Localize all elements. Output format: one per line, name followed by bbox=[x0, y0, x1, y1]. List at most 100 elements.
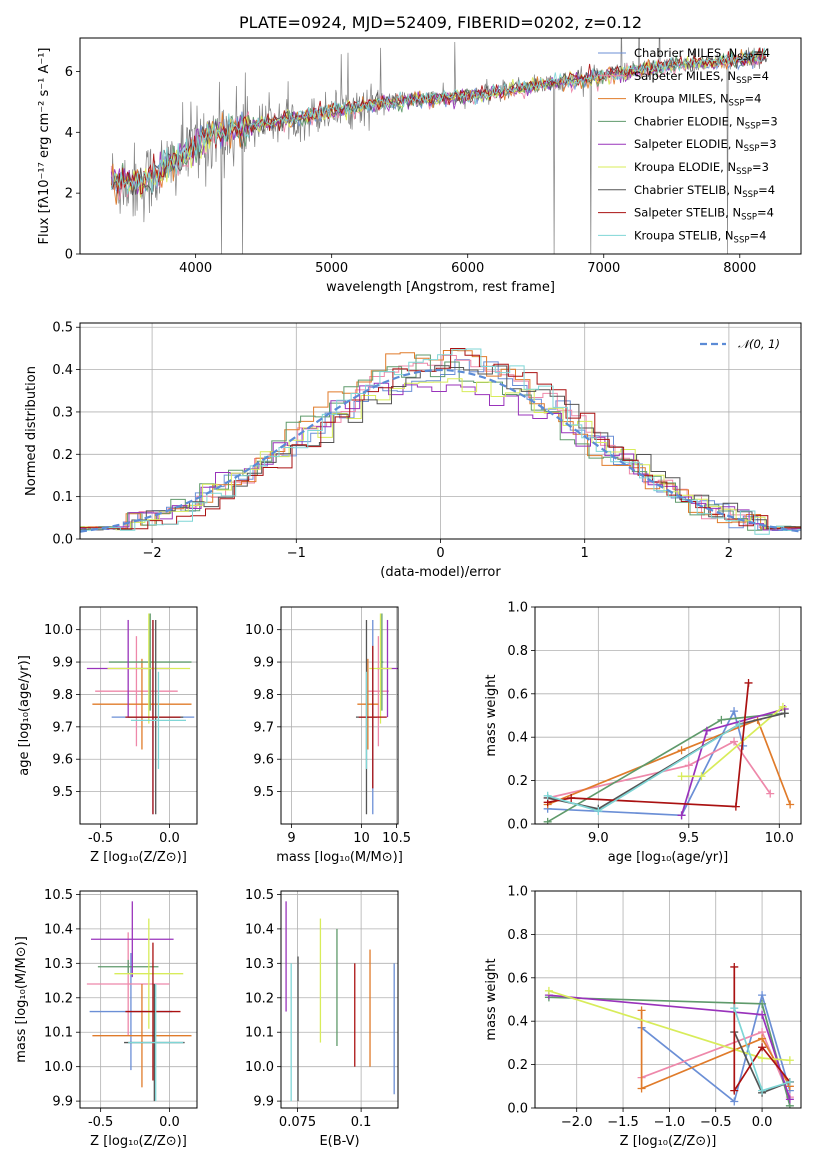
residuals-ytick-label: 0.2 bbox=[52, 448, 73, 463]
age_weight-marker-KE bbox=[697, 772, 706, 781]
z_weight-marker-KE bbox=[785, 1056, 794, 1065]
ebv_mass-xtick-label: 0.075 bbox=[279, 1115, 316, 1130]
z_mass-xlabel: Z [log₁₀(Z/Z⊙)] bbox=[90, 1134, 187, 1149]
z_age-ytick-label: 9.7 bbox=[52, 720, 73, 735]
z_mass-xtick-label: -0.5 bbox=[88, 1115, 113, 1130]
gaussian-reference-line bbox=[80, 368, 801, 533]
z_weight-ytick-label: 1.0 bbox=[507, 885, 528, 900]
spectrum-ylabel: Flux [fλ10⁻¹⁷ erg cm⁻² s⁻¹ A⁻¹] bbox=[37, 48, 52, 245]
z_weight-xtick-label: −1.0 bbox=[654, 1115, 686, 1130]
age_weight-marker-KS bbox=[543, 791, 552, 800]
ebv_mass-ytick-label: 10.5 bbox=[245, 888, 274, 903]
z_weight-marker-SS bbox=[730, 1086, 739, 1095]
spectrum-model-KS bbox=[110, 47, 767, 195]
residual-histograms bbox=[80, 348, 801, 535]
residuals-ytick-label: 0.5 bbox=[52, 321, 73, 336]
residuals-xtick-label: 0 bbox=[436, 546, 444, 561]
z_weight-axes: −2.0 −1.5 −1.0 −0.5 0.0 0.0 0.2 0.4 0.6 0.8 1.0 Z [… bbox=[484, 885, 801, 1149]
residuals-xtick-label: −2 bbox=[143, 546, 162, 561]
legend-label-SS: Salpeter STELIB, NSSP=4 bbox=[634, 206, 774, 223]
z_weight-ytick-label: 0.8 bbox=[507, 928, 528, 943]
age_weight-xtick-label: 9.0 bbox=[588, 831, 609, 846]
ebv_mass-xlabel: E(B-V) bbox=[319, 1134, 359, 1149]
z_mass-ytick-label: 10.0 bbox=[44, 1060, 73, 1075]
age_weight-marker-KE bbox=[778, 702, 787, 711]
spectrum-xtick-label: 8000 bbox=[723, 261, 756, 276]
age_weight-marker-CE bbox=[543, 817, 552, 824]
age_weight-ytick-label: 1.0 bbox=[507, 601, 528, 616]
legend-label-CM: Chabrier MILES, NSSP=4 bbox=[634, 46, 770, 63]
residuals-xlabel: (data-model)/error bbox=[380, 565, 501, 580]
age_weight-marker-KM bbox=[677, 746, 686, 755]
spectrum-ytick-label: 0 bbox=[65, 248, 73, 263]
age_weight-marker-SE bbox=[702, 726, 711, 735]
spectrum-axes: 4000 5000 6000 7000 8000 0 2 4 6 wavelength [Angs… bbox=[37, 48, 756, 296]
age_weight-line-SE bbox=[680, 708, 785, 816]
age_weight-marker-SM bbox=[684, 761, 693, 770]
residuals-xtick-label: 2 bbox=[725, 546, 733, 561]
spectrum-data bbox=[110, 38, 768, 254]
ebv_mass-ytick-label: 10.2 bbox=[245, 991, 274, 1006]
age_weight-marker-SS bbox=[567, 793, 576, 802]
age_weight-marker-SS bbox=[731, 802, 740, 811]
residuals-frame bbox=[79, 322, 802, 540]
age_weight-ytick-label: 0.2 bbox=[507, 774, 528, 789]
z_mass-ytick-label: 10.4 bbox=[44, 922, 73, 937]
residual-legend-label: 𝒩(0, 1) bbox=[738, 337, 780, 351]
z_age-ylabel: age [log₁₀(age/yr)] bbox=[17, 655, 32, 776]
z_weight-ytick-label: 0.2 bbox=[507, 1058, 528, 1073]
z_age-ytick-label: 9.5 bbox=[52, 785, 73, 800]
z_age-xtick-label: -0.5 bbox=[88, 831, 113, 846]
z_age-xtick-label: 0.0 bbox=[159, 831, 180, 846]
age_weight-xlabel: age [log₁₀(age/yr)] bbox=[608, 850, 729, 865]
z_weight-ylabel: mass weight bbox=[484, 958, 499, 1040]
z_weight-xtick-label: −2.0 bbox=[561, 1115, 593, 1130]
z_weight-marker-KE bbox=[758, 1054, 767, 1063]
z_weight-xtick-label: 0.0 bbox=[752, 1115, 773, 1130]
age_weight-line-SS bbox=[547, 682, 750, 808]
mass_age-xlabel: mass [log₁₀(M/M⊙)] bbox=[276, 850, 403, 865]
spectrum-legend: Chabrier MILES, NSSP=4 Salpeter MILES, NS… bbox=[598, 46, 778, 245]
age_weight-marker-KS bbox=[735, 720, 744, 729]
z_mass-ytick-label: 10.5 bbox=[44, 888, 73, 903]
ebv_mass-points bbox=[285, 901, 395, 1102]
ebv_mass-ytick-label: 10.4 bbox=[245, 922, 274, 937]
age_weight-marker-SE bbox=[677, 811, 686, 820]
age_weight-marker-SM bbox=[766, 789, 775, 798]
age_weight-marker-KS bbox=[594, 806, 603, 815]
z_weight-frame bbox=[534, 890, 802, 1109]
mass_age-points bbox=[355, 613, 398, 815]
age_weight-series bbox=[543, 678, 795, 824]
ebv_mass-ytick-label: 10.0 bbox=[245, 1060, 274, 1075]
residuals-ytick-label: 0.3 bbox=[52, 405, 73, 420]
z_mass-ylabel: mass [log₁₀(M/M⊙)] bbox=[14, 936, 29, 1063]
age_weight-xtick-label: 9.5 bbox=[678, 831, 699, 846]
spectrum-xtick-label: 7000 bbox=[587, 261, 620, 276]
z_age-ytick-label: 9.8 bbox=[52, 688, 73, 703]
spectrum-ytick-label: 6 bbox=[65, 65, 73, 80]
z_mass-ytick-label: 10.2 bbox=[44, 991, 73, 1006]
spectrum-frame bbox=[79, 37, 802, 255]
age_weight-ytick-label: 0.8 bbox=[507, 644, 528, 659]
z_weight-marker-SS bbox=[758, 1043, 767, 1052]
z_weight-xtick-label: −0.5 bbox=[700, 1115, 732, 1130]
mass_age-ytick-label: 9.6 bbox=[253, 753, 274, 768]
z_weight-line-KM bbox=[640, 1010, 791, 1090]
ebv_mass-ytick-label: 10.1 bbox=[245, 1026, 274, 1041]
residuals-axes: −2 −1 0 1 2 0.0 0.1 0.2 0.3 0.4 0.5 (data-model)/er… bbox=[24, 321, 801, 580]
z_mass-ytick-label: 10.1 bbox=[44, 1026, 73, 1041]
z_weight-marker-KS bbox=[730, 1004, 739, 1013]
age_weight-marker-CE bbox=[717, 715, 726, 724]
age_weight-ylabel: mass weight bbox=[484, 674, 499, 756]
z_weight-marker-KS bbox=[758, 1086, 767, 1095]
legend-label-SE: Salpeter ELODIE, NSSP=3 bbox=[634, 137, 777, 154]
legend-label-KM: Kroupa MILES, NSSP=4 bbox=[634, 92, 761, 109]
age_weight-frame bbox=[534, 606, 802, 825]
spectrum-xtick-label: 4000 bbox=[179, 261, 212, 276]
age_weight-marker-SM bbox=[730, 737, 739, 746]
residual-hist-KM bbox=[80, 350, 801, 530]
z_weight-marker-SE bbox=[785, 1095, 794, 1104]
z_weight-marker-KM bbox=[637, 1006, 646, 1015]
residuals-ytick-label: 0.4 bbox=[52, 363, 73, 378]
